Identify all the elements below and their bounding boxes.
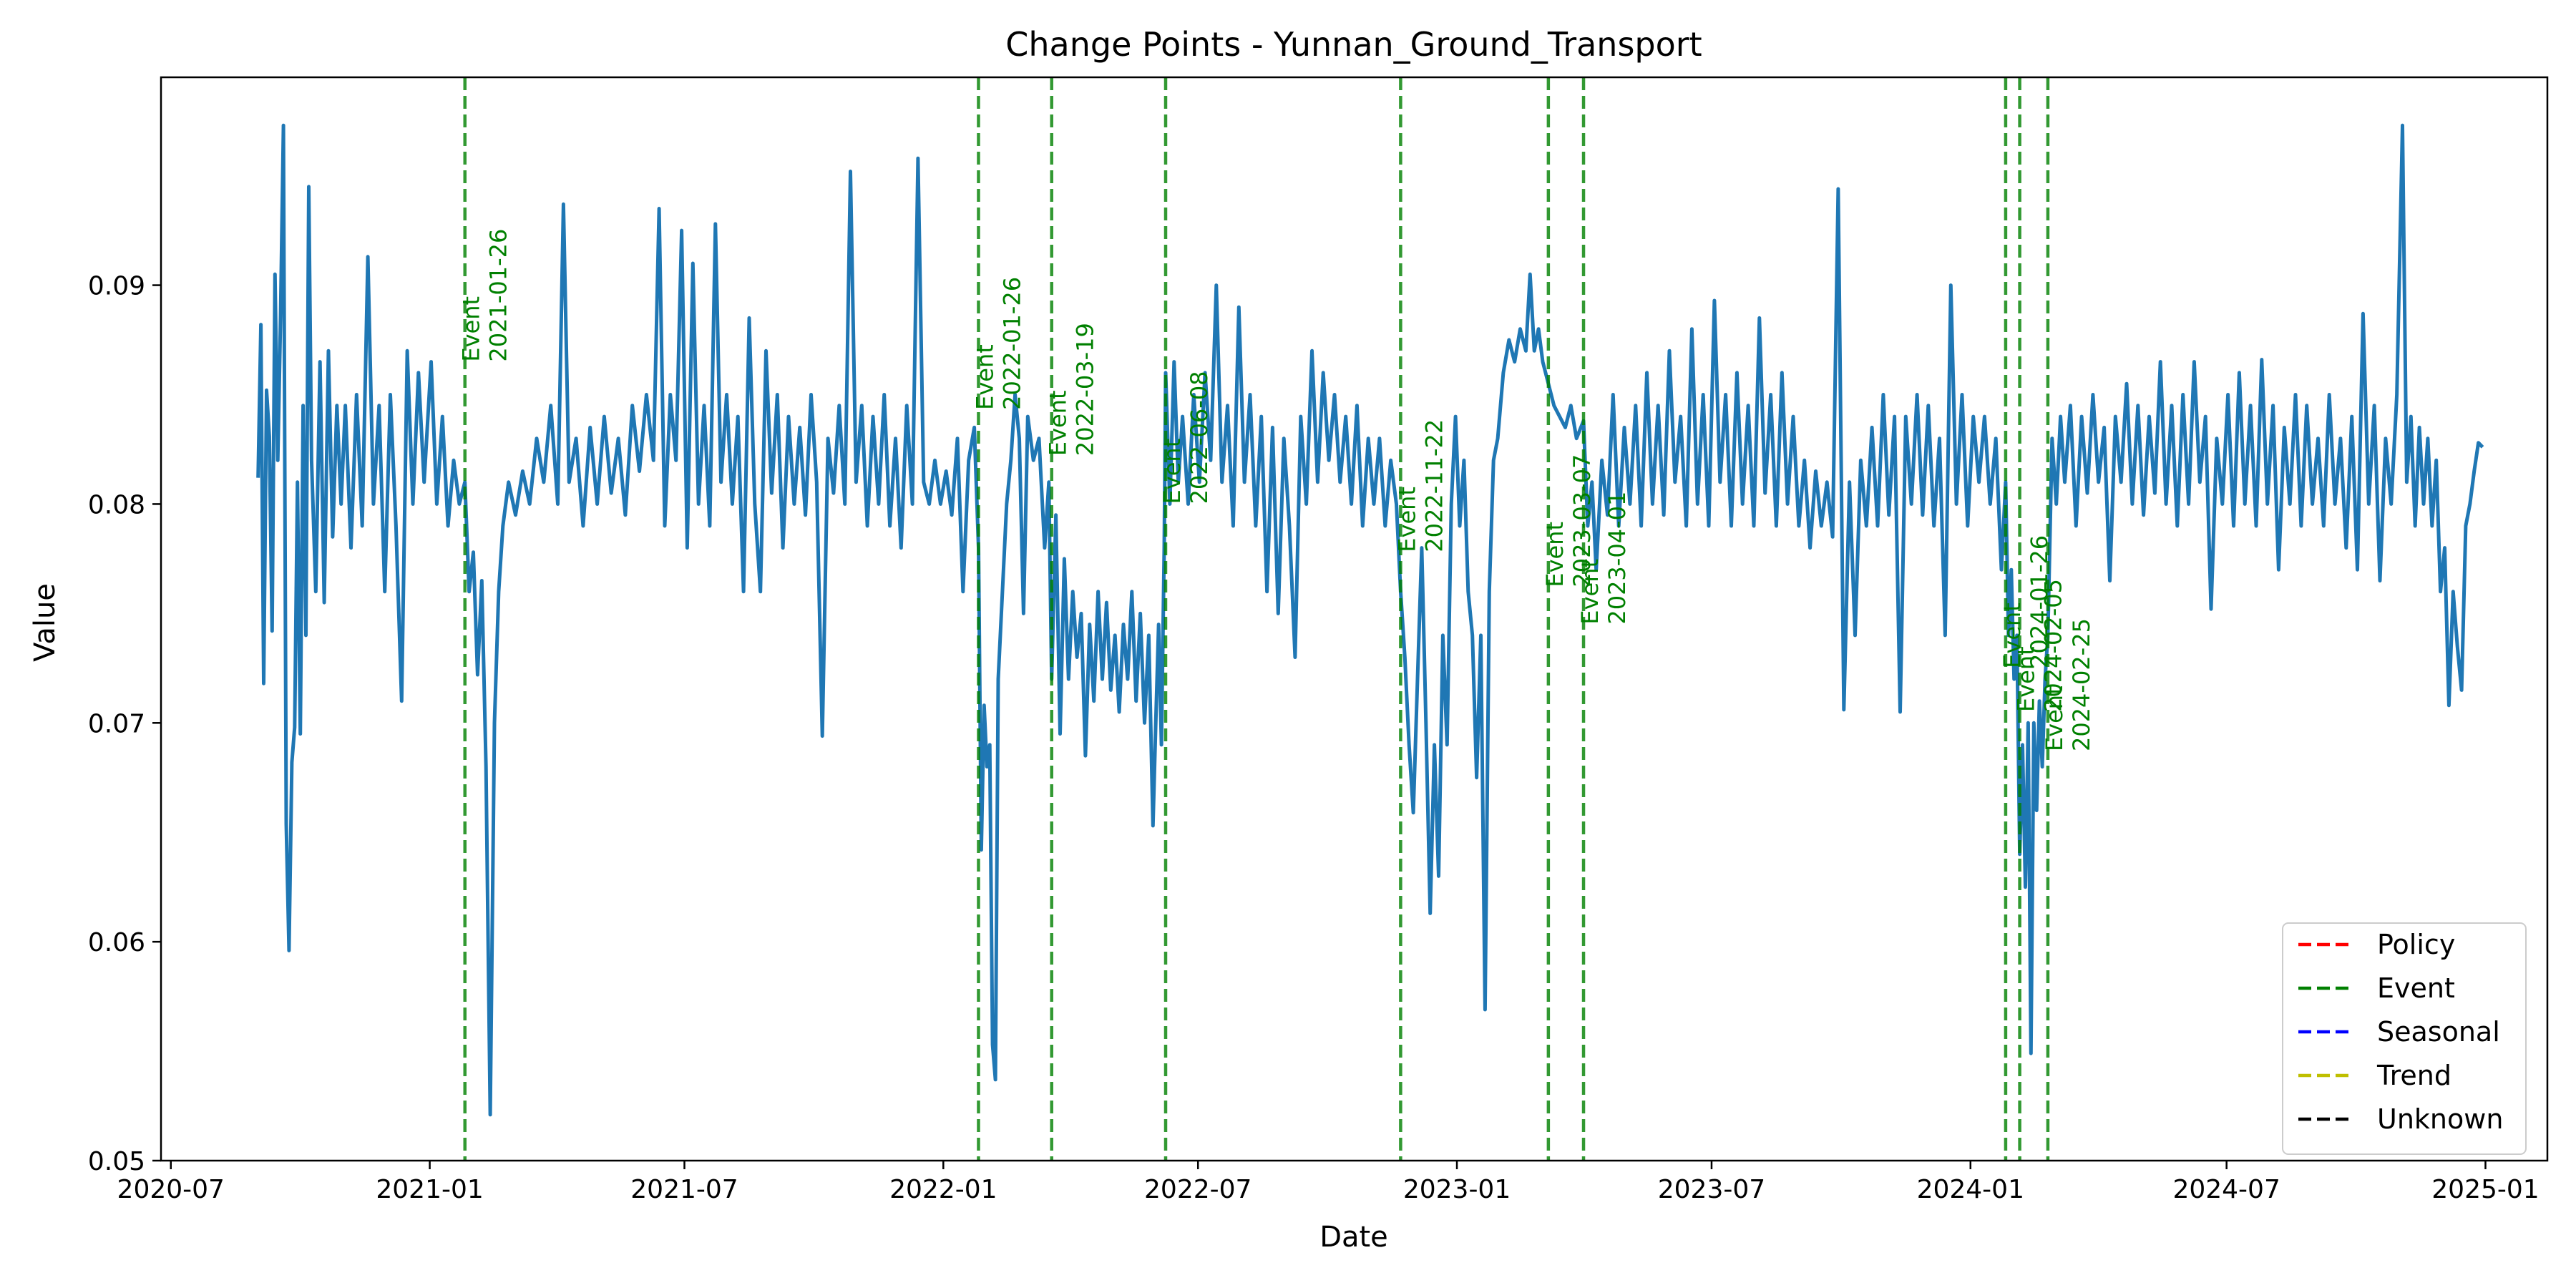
legend-label-seasonal: Seasonal	[2377, 1016, 2500, 1048]
change-point-date-label-2022-01-26: 2022-01-26	[998, 277, 1025, 410]
change-point-date-label-2024-02-25: 2024-02-25	[2068, 618, 2095, 751]
change-point-date-label-2023-04-01: 2023-04-01	[1604, 492, 1631, 625]
legend-label-event: Event	[2377, 972, 2455, 1004]
change-point-date-label-2021-01-26: 2021-01-26	[485, 229, 512, 362]
legend-label-trend: Trend	[2376, 1060, 2451, 1091]
change-point-type-label-2022-03-19: Event	[1045, 390, 1072, 456]
change-point-type-label-2023-04-01: Event	[1576, 559, 1604, 625]
y-tick-label: 0.06	[88, 928, 145, 957]
change-point-type-label-2022-01-26: Event	[971, 344, 998, 410]
x-tick-label: 2022-01	[889, 1175, 997, 1204]
change-point-type-label-2024-02-25: Event	[2041, 686, 2068, 751]
axes: 2020-07 2021-01 2021-07 2022-01 2022-07 2023-…	[88, 76, 2549, 1204]
legend-label-unknown: Unknown	[2377, 1103, 2503, 1135]
change-point-type-label-2022-11-22: Event	[1393, 487, 1420, 552]
change-point-type-label-2021-01-26: Event	[458, 296, 485, 362]
change-point-date-label-2022-06-08: 2022-06-08	[1186, 371, 1213, 504]
x-tick-label: 2023-07	[1658, 1175, 1765, 1204]
change-point-date-label-2024-02-05: 2024-02-05	[2040, 579, 2067, 712]
x-tick-label: 2020-07	[117, 1175, 225, 1204]
x-tick-label: 2025-01	[2431, 1175, 2539, 1204]
change-point-date-label-2022-03-19: 2022-03-19	[1072, 323, 1099, 456]
plot-frame	[160, 76, 2549, 1162]
x-tick-label: 2022-07	[1144, 1175, 1252, 1204]
x-tick-label: 2023-01	[1403, 1175, 1511, 1204]
change-point-type-label-2024-02-05: Event	[2013, 646, 2040, 712]
change-point-date-label-2022-11-22: 2022-11-22	[1420, 419, 1448, 552]
x-tick-label: 2021-01	[376, 1175, 483, 1204]
y-tick-label: 0.05	[88, 1147, 145, 1176]
legend-box	[2282, 922, 2527, 1155]
legend: Policy Event Seasonal Trend Unknown	[2282, 922, 2527, 1155]
y-tick-label: 0.07	[88, 709, 145, 738]
series-line-0	[256, 123, 2484, 1117]
x-axis-label: Date	[1319, 1221, 1388, 1254]
change-point-type-label-2023-03-07: Event	[1541, 522, 1568, 587]
y-tick-label: 0.08	[88, 490, 145, 519]
y-axis-label: Value	[29, 583, 62, 662]
y-tick-label: 0.09	[88, 272, 145, 301]
x-tick-label: 2024-07	[2172, 1175, 2280, 1204]
x-tick-label: 2024-01	[1917, 1175, 2024, 1204]
chart-title: Change Points - Yunnan_Ground_Transport	[1005, 25, 1702, 64]
legend-label-policy: Policy	[2377, 929, 2455, 960]
x-tick-label: 2021-07	[630, 1175, 738, 1204]
change-point-type-label-2022-06-08: Event	[1158, 439, 1186, 504]
